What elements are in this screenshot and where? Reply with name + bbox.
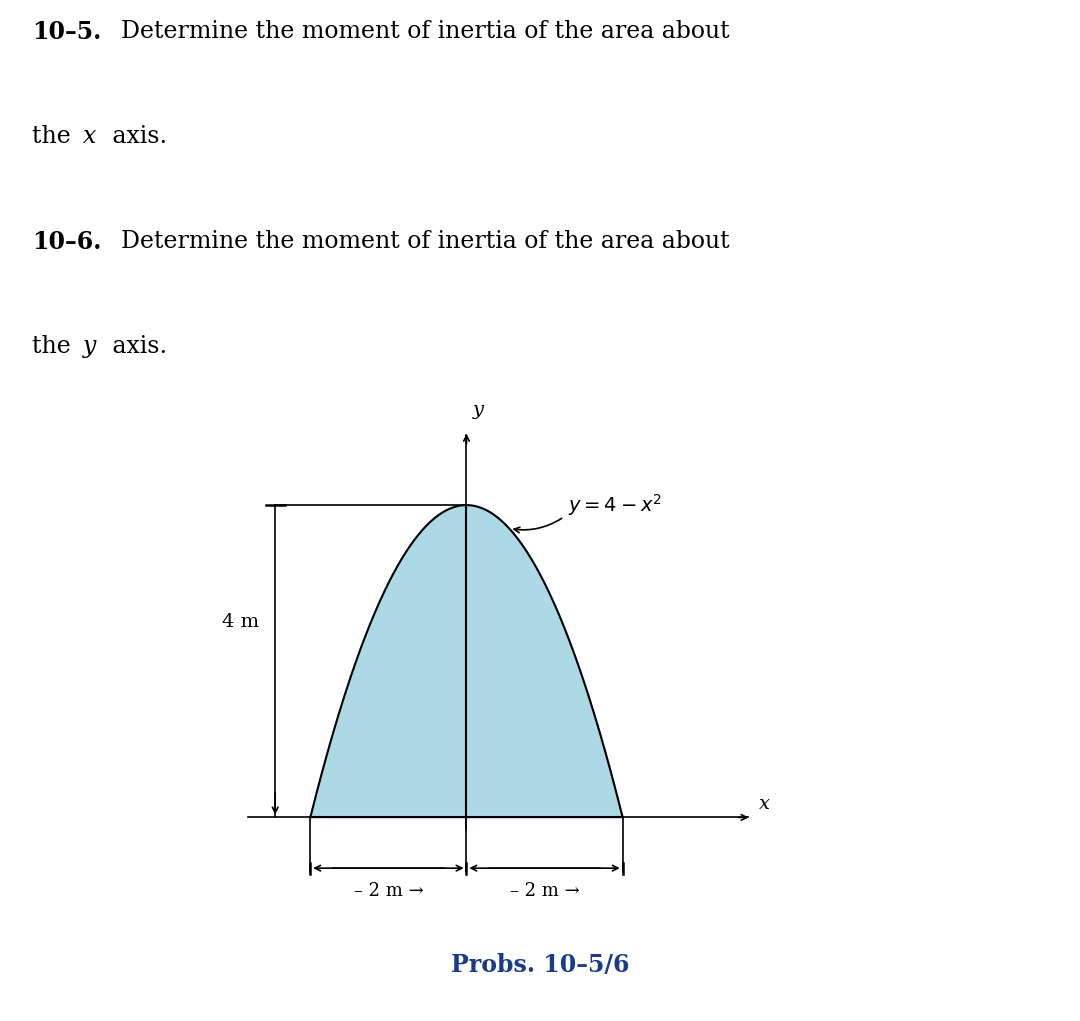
Text: – 2 m →: – 2 m → (353, 882, 423, 901)
Text: x: x (83, 126, 96, 148)
Text: $y = 4 - x^2$: $y = 4 - x^2$ (568, 492, 662, 518)
Text: 4 m: 4 m (222, 614, 259, 631)
Text: Probs. 10–5/6: Probs. 10–5/6 (450, 953, 630, 977)
Text: the: the (32, 126, 79, 148)
Text: the: the (32, 335, 79, 357)
Text: – 2 m →: – 2 m → (510, 882, 580, 901)
Text: y: y (83, 335, 96, 357)
Text: axis.: axis. (105, 335, 166, 357)
Text: Determine the moment of inertia of the area about: Determine the moment of inertia of the a… (121, 230, 729, 253)
Text: x: x (759, 795, 770, 814)
Text: y: y (473, 401, 484, 420)
Text: Determine the moment of inertia of the area about: Determine the moment of inertia of the a… (121, 20, 729, 44)
Text: 10–6.: 10–6. (32, 230, 102, 254)
Text: axis.: axis. (105, 126, 166, 148)
Text: 10–5.: 10–5. (32, 20, 102, 45)
